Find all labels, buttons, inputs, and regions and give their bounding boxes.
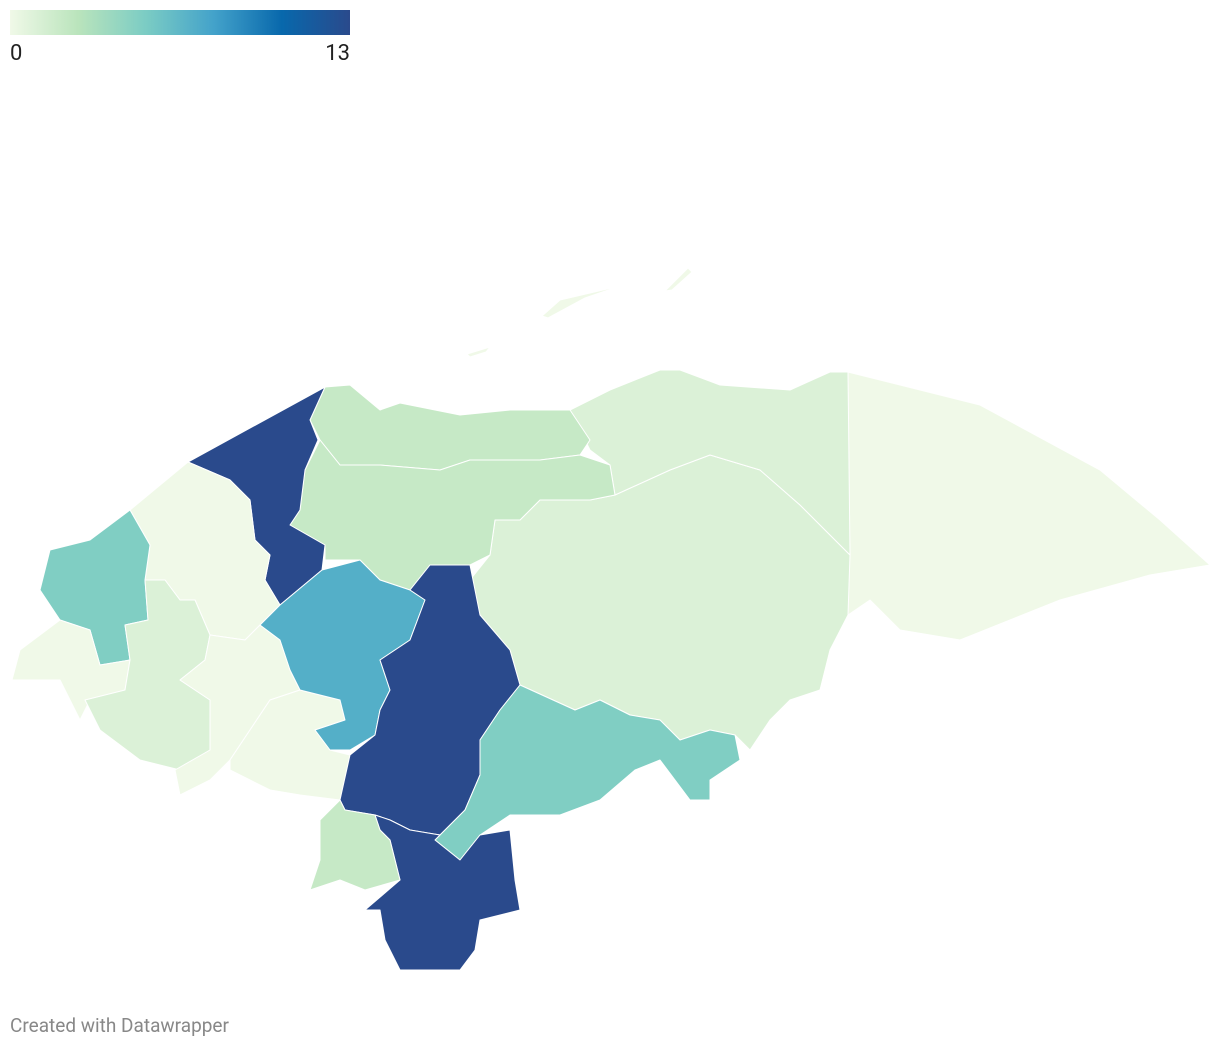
legend-max: 13 <box>325 41 350 66</box>
map <box>11 267 1211 971</box>
footer: Created with Datawrapper <box>10 1014 229 1037</box>
region <box>847 371 1211 641</box>
region <box>434 684 741 861</box>
region <box>309 799 401 891</box>
region <box>364 814 521 971</box>
legend-gradient <box>10 10 350 35</box>
region <box>309 384 591 471</box>
legend-min: 0 <box>10 41 22 66</box>
region <box>466 267 693 358</box>
